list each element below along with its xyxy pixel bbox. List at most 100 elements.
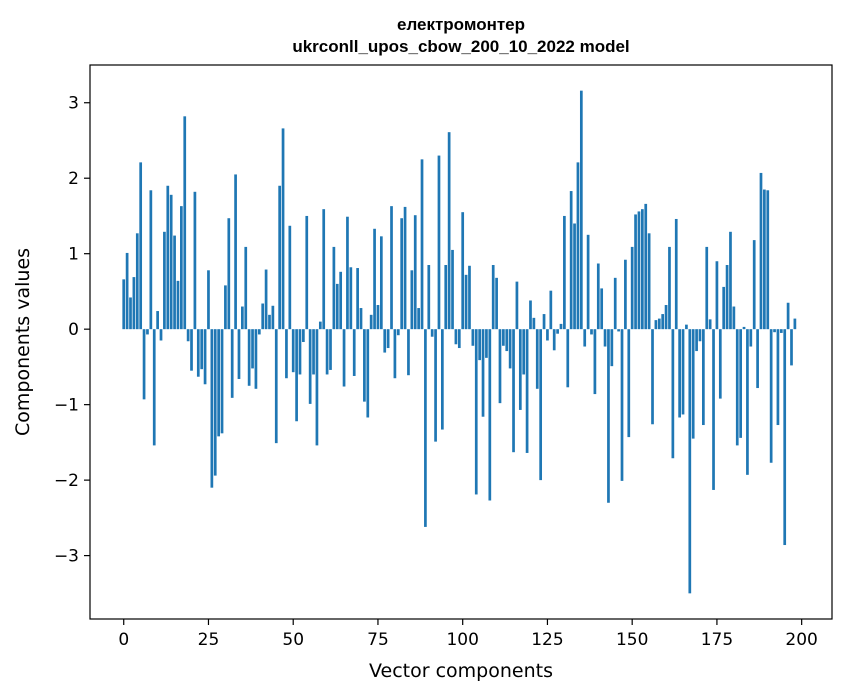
bar (400, 218, 404, 330)
bar (376, 305, 380, 330)
bar (220, 329, 224, 434)
bar (705, 246, 709, 330)
bar (481, 329, 485, 417)
bar (512, 329, 515, 453)
bar (515, 281, 519, 330)
bar (271, 305, 275, 330)
bar (671, 329, 675, 459)
bar (559, 323, 563, 330)
bar (732, 306, 736, 330)
bar (152, 329, 156, 446)
bar (600, 288, 604, 330)
bar (461, 212, 465, 330)
bar (539, 329, 543, 481)
bar (207, 270, 210, 330)
bar (485, 329, 488, 358)
bar (356, 268, 359, 330)
bar (637, 211, 641, 330)
bar (264, 269, 268, 330)
bar (342, 329, 346, 387)
bar (549, 290, 553, 330)
bar (122, 279, 126, 330)
bar (146, 329, 149, 335)
bar (715, 261, 719, 330)
bar (518, 329, 522, 410)
bar (295, 329, 298, 422)
bar (769, 329, 773, 463)
bar (573, 223, 576, 330)
bar (329, 329, 332, 370)
bar (251, 329, 254, 369)
bar (749, 329, 753, 347)
bar (125, 252, 129, 330)
bar (257, 329, 261, 335)
bar (149, 190, 153, 330)
bar (180, 206, 183, 330)
bar (603, 329, 607, 347)
bar (217, 329, 220, 437)
bar (752, 240, 756, 330)
bar (359, 308, 363, 330)
bar (491, 265, 495, 330)
x-tick-label: 175 (701, 630, 733, 650)
bar (234, 174, 237, 330)
bar (505, 329, 509, 352)
bar (654, 320, 658, 330)
bar (139, 162, 143, 330)
bar (332, 246, 336, 330)
bar (552, 329, 556, 351)
bar (576, 162, 580, 330)
bar (488, 329, 492, 501)
bar (474, 329, 478, 495)
bar (224, 285, 227, 330)
bar (383, 329, 387, 353)
bar (708, 319, 712, 330)
bar (454, 329, 458, 345)
bar (369, 314, 373, 330)
bar (434, 329, 437, 442)
bar (169, 194, 173, 330)
y-axis-label: Components values (12, 248, 34, 436)
bar (742, 326, 746, 330)
bar (190, 329, 193, 371)
bar (363, 329, 366, 402)
x-axis-label: Vector components (369, 660, 553, 682)
bar (373, 228, 376, 330)
bar (210, 329, 214, 488)
bar (227, 218, 231, 330)
bar (200, 329, 204, 370)
y-tick-label: −1 (54, 396, 79, 416)
bar (678, 329, 681, 418)
bar (583, 329, 587, 347)
bar (695, 329, 698, 352)
bar (386, 329, 390, 349)
plot-frame (89, 64, 833, 620)
x-tick-label: 75 (367, 630, 389, 650)
bar (756, 329, 759, 389)
bar (620, 329, 624, 481)
bar (725, 265, 729, 330)
x-tick-label: 0 (118, 630, 129, 650)
bar (691, 329, 695, 439)
bar (569, 191, 573, 330)
bar (308, 329, 312, 404)
bar (779, 329, 783, 333)
bar (634, 214, 637, 330)
bar (241, 306, 244, 330)
bar (546, 329, 549, 341)
bar (763, 189, 766, 330)
y-tick-label: −2 (54, 471, 79, 491)
bar (647, 233, 651, 330)
bar (525, 329, 529, 453)
bar (478, 329, 481, 361)
bar (529, 300, 532, 330)
bar (664, 305, 668, 330)
bar (590, 329, 593, 335)
bar (298, 329, 302, 375)
chart-subtitle: ukrconll_upos_cbow_200_10_2022 model (292, 37, 629, 56)
bar (237, 329, 241, 379)
bar (346, 216, 349, 330)
bar (413, 215, 417, 330)
